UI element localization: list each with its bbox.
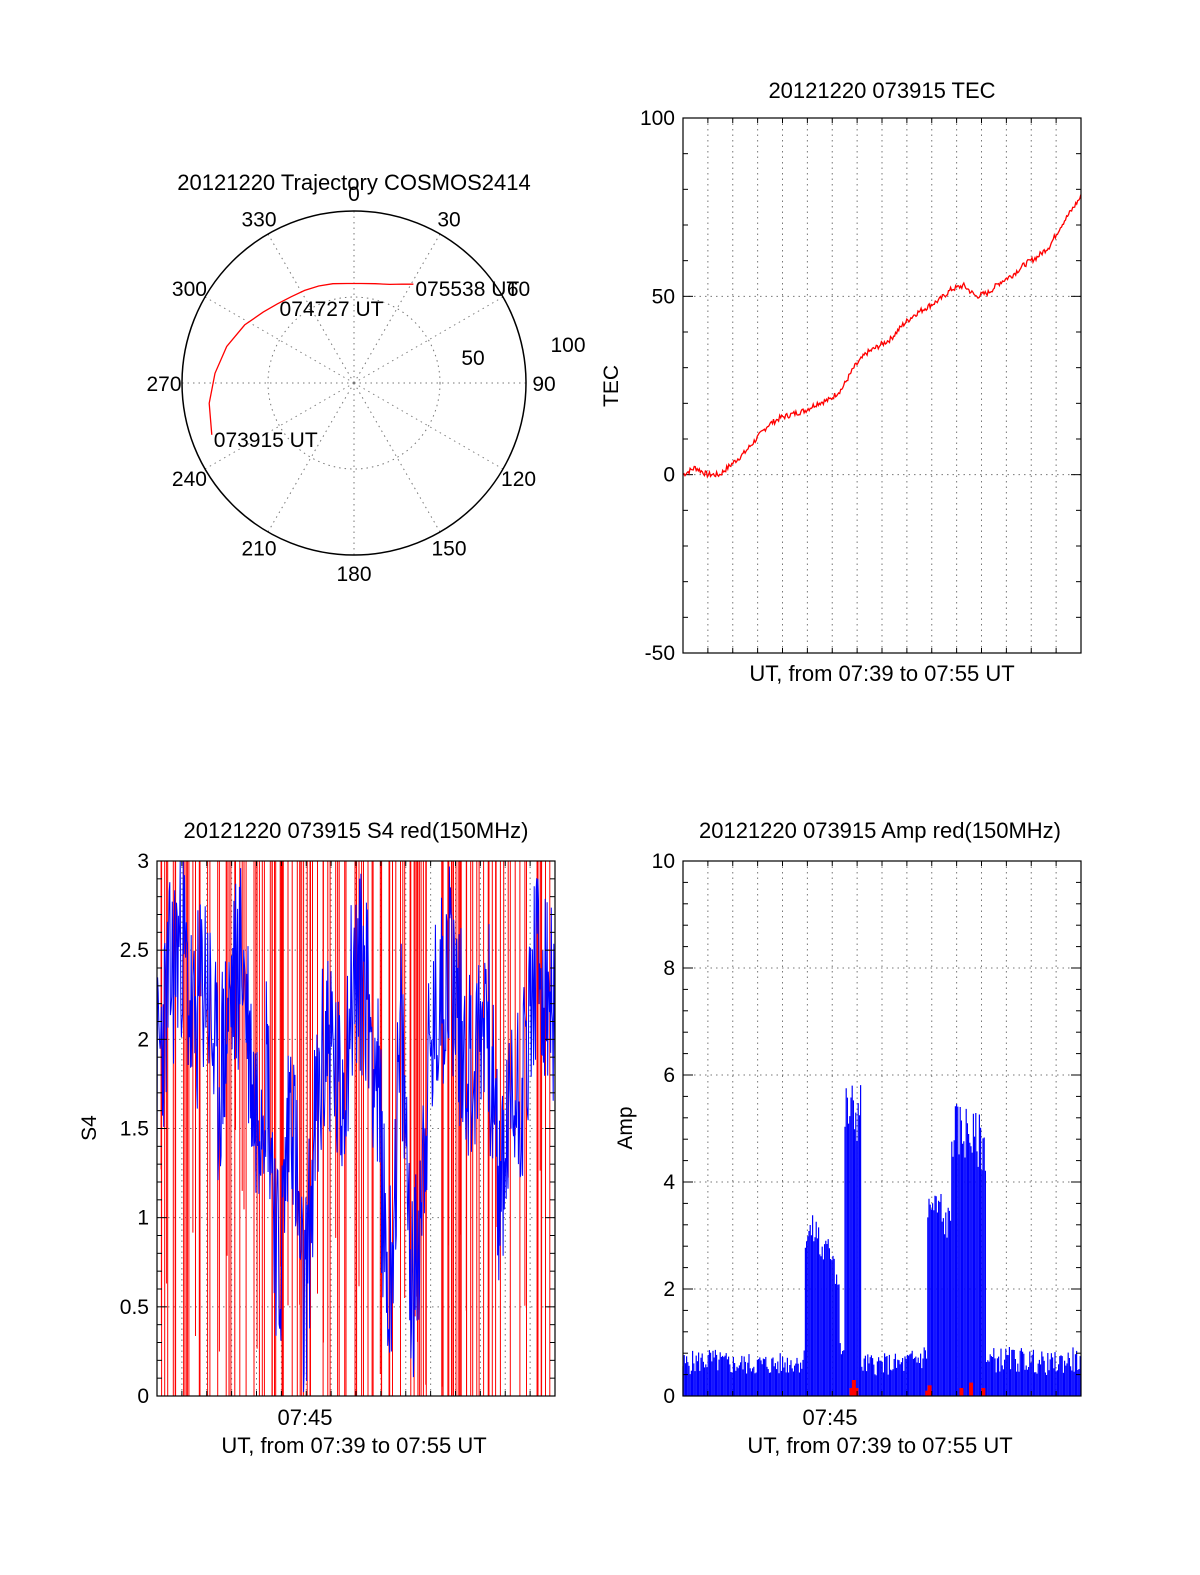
s4-title: 20121220 073915 S4 red(150MHz) [184, 818, 529, 843]
tec-xlabel: UT, from 07:39 to 07:55 UT [749, 661, 1014, 686]
tec-ylabel: TEC [600, 365, 623, 407]
s4-ticks: 0 0.5 1 1.5 2 2.5 3 [120, 850, 555, 1408]
s4-ylabel: S4 [78, 1115, 101, 1141]
amp-red-mark [927, 1385, 932, 1396]
ytick-label: 50 [652, 285, 675, 308]
trajectory-annotation-2: 073915 UT [214, 429, 318, 452]
ytick-label: 0.5 [120, 1296, 149, 1319]
amp-red-mark [851, 1380, 856, 1396]
s4-xtick-0745: 07:45 [277, 1405, 332, 1430]
polar-title: 20121220 Trajectory COSMOS2414 [177, 170, 530, 195]
polar-angle-label-60: 60 [507, 278, 530, 301]
polar-angle-label-90: 90 [532, 373, 555, 396]
ytick-label: 2 [137, 1028, 149, 1051]
amp-ticks: 0 2 4 6 8 10 [652, 850, 1081, 1408]
polar-angle-label-180: 180 [336, 563, 371, 586]
amp-red-mark [959, 1388, 964, 1396]
amp-xlabel: UT, from 07:39 to 07:55 UT [747, 1433, 1012, 1458]
polar-spoke-210 [267, 382, 355, 533]
s4-xlabel: UT, from 07:39 to 07:55 UT [221, 1433, 486, 1458]
amp-red-mark [981, 1388, 986, 1396]
amp-ylabel: Amp [614, 1106, 637, 1149]
tec-plot-frame [682, 117, 1082, 654]
ytick-label: 10 [652, 850, 675, 873]
amp-red-mark [854, 1388, 859, 1396]
ytick-label: 100 [640, 107, 675, 130]
ytick-label: 3 [137, 850, 149, 873]
s4-chart: 20121220 073915 S4 red(150MHz) 0 0.5 1 1.5 2… [78, 818, 556, 1458]
trajectory-line [208, 282, 414, 435]
polar-spoke-330 [267, 233, 355, 384]
ytick-label: 0 [663, 1385, 675, 1408]
polar-trajectory-chart: 20121220 Trajectory COSMOS2414 0 30 60 90 12… [146, 170, 585, 586]
tec-grid [683, 118, 1081, 653]
tec-chart: 20121220 073915 TEC -50 0 50 100 TEC UT, fr… [600, 78, 1082, 686]
tec-ticks: -50 0 50 100 [640, 107, 1081, 665]
polar-spoke-300 [204, 296, 355, 384]
s4-plot-frame [156, 860, 556, 1397]
polar-outer-ring [181, 210, 527, 556]
ytick-label: 6 [663, 1064, 675, 1087]
trajectory-annotations: 075538 UT 074727 UT 073915 UT [214, 278, 520, 452]
ytick-label: 8 [663, 957, 675, 980]
polar-radial-label-100: 100 [550, 334, 585, 357]
polar-spoke-120 [353, 382, 504, 470]
polar-angle-label-120: 120 [501, 468, 536, 491]
polar-angle-label-150: 150 [431, 538, 466, 561]
amp-title: 20121220 073915 Amp red(150MHz) [699, 818, 1061, 843]
polar-angle-label-0: 0 [348, 183, 360, 206]
polar-angle-label-240: 240 [172, 468, 207, 491]
amp-grid [683, 861, 1081, 1396]
polar-spoke-60 [353, 296, 504, 384]
tec-title: 20121220 073915 TEC [768, 78, 995, 103]
amp-red-series [849, 1380, 986, 1396]
polar-angle-label-300: 300 [172, 278, 207, 301]
tec-series-line [682, 194, 1082, 479]
polar-ring-50 [267, 296, 441, 470]
ytick-label: -50 [645, 642, 675, 665]
polar-spoke-150 [353, 382, 441, 533]
polar-angle-label-210: 210 [241, 538, 276, 561]
ytick-label: 2 [663, 1278, 675, 1301]
s4-blue-series-line [156, 860, 556, 1393]
amp-red-mark [925, 1390, 930, 1396]
polar-angle-labels: 0 30 60 90 120 150 180 210 240 270 300 330 [146, 183, 555, 586]
polar-radial-label-50: 50 [461, 347, 484, 370]
amp-chart: 20121220 073915 Amp red(150MHz) 0246810 … [614, 818, 1082, 1458]
amp-red-mark [849, 1388, 854, 1396]
trajectory-annotation-0: 075538 UT [415, 278, 519, 301]
ytick-label: 2.5 [120, 939, 149, 962]
ytick-label: 0 [137, 1385, 149, 1408]
amp-plot-frame [682, 860, 1082, 1397]
polar-grid [182, 211, 526, 555]
polar-angle-label-270: 270 [146, 373, 181, 396]
ytick-label: 1 [137, 1207, 149, 1230]
trajectory-annotation-1: 074727 UT [280, 298, 384, 321]
ytick-label: 1.5 [120, 1118, 149, 1141]
polar-angle-label-30: 30 [437, 208, 460, 231]
amp-blue-series [682, 1085, 1081, 1396]
amp-xtick-0745: 07:45 [802, 1405, 857, 1430]
ytick-label: 4 [663, 1171, 675, 1194]
polar-radial-labels: 50 100 [461, 334, 585, 370]
amp-red-mark [969, 1382, 974, 1396]
ytick-label: 0 [663, 464, 675, 487]
polar-angle-label-330: 330 [241, 208, 276, 231]
polar-spoke-30 [353, 233, 441, 384]
polar-spoke-240 [204, 382, 355, 470]
